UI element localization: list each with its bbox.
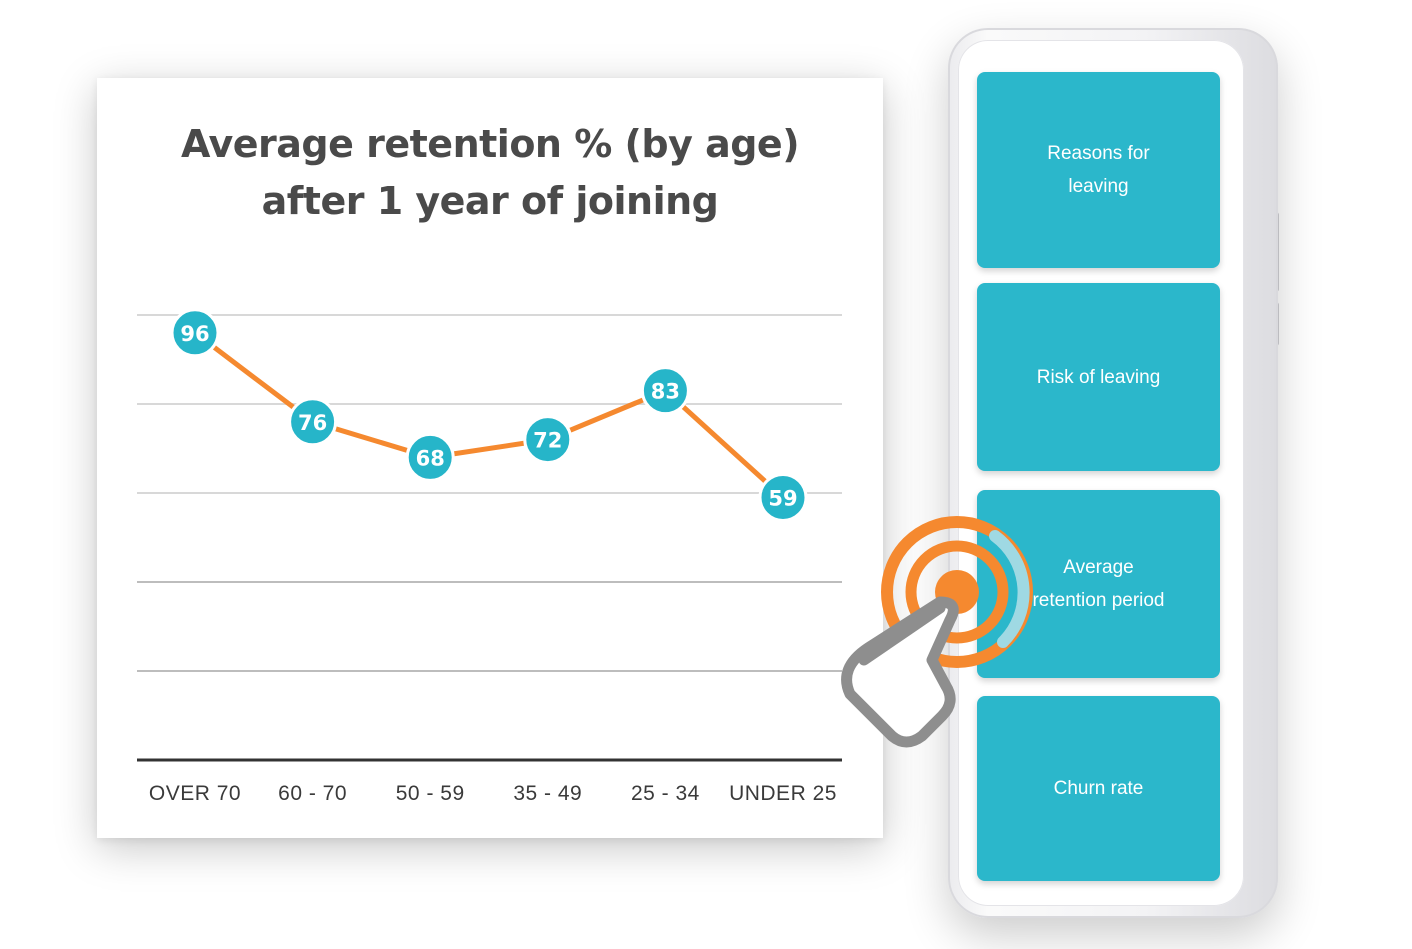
- tap-rings: [881, 516, 1033, 668]
- chart-card: Average retention % (by age) after 1 yea…: [97, 78, 883, 838]
- x-tick-label: OVER 70: [149, 782, 241, 805]
- x-tick-label: 35 - 49: [513, 782, 582, 805]
- tap-indicator: [841, 516, 1033, 748]
- data-point: [640, 366, 690, 416]
- x-tick-label: 50 - 59: [396, 782, 465, 805]
- menu-card-risk-of-leaving[interactable]: Risk of leaving: [977, 283, 1220, 471]
- data-point: [523, 415, 573, 465]
- data-label: 59: [768, 486, 797, 510]
- data-point: [405, 432, 455, 482]
- hand-tap-icon: [841, 596, 959, 748]
- menu-card-label: Churn rate: [1053, 778, 1144, 799]
- x-tick-label: UNDER 25: [729, 782, 837, 805]
- data-label: 72: [533, 429, 562, 453]
- chart-title: Average retention % (by age) after 1 yea…: [97, 116, 883, 230]
- menu-card-label: Reasons for leaving: [1047, 143, 1150, 197]
- menu-card-reasons-for-leaving[interactable]: Reasons for leaving: [977, 72, 1220, 268]
- data-label: 96: [180, 322, 209, 346]
- series-line: [192, 330, 786, 500]
- x-tick-label: 60 - 70: [278, 782, 347, 805]
- data-label: 68: [416, 446, 445, 470]
- data-point: [758, 472, 808, 522]
- chart-title-line-2: after 1 year of joining: [261, 179, 719, 223]
- data-label: 83: [651, 380, 680, 404]
- menu-card-label: Average retention period: [1032, 557, 1165, 611]
- data-point: [288, 397, 338, 447]
- x-tick-label: 25 - 34: [631, 782, 700, 805]
- data-label: 76: [298, 411, 327, 435]
- chart-title-line-1: Average retention % (by age): [180, 122, 800, 166]
- line-chart: 96 76 68 72 83 59 OVER 70 60 - 70 50 - 59 35 - 49…: [137, 308, 842, 805]
- menu-card-churn-rate[interactable]: Churn rate: [977, 696, 1220, 881]
- menu-card-label: Risk of leaving: [1036, 366, 1161, 388]
- data-point: [170, 308, 220, 358]
